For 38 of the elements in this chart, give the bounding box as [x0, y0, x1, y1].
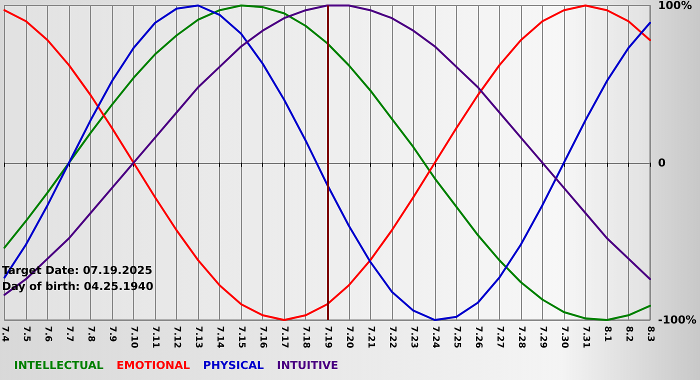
- x-tick-label: 7.5: [21, 326, 32, 342]
- x-tick-label: 7.16: [258, 326, 268, 348]
- x-tick-label: 7.26: [472, 326, 483, 348]
- x-tick-label: 7.13: [193, 326, 204, 348]
- x-tick-label: 7.8: [86, 326, 96, 342]
- y-tick-label: 0: [658, 156, 666, 170]
- x-tick-label: 7.9: [107, 326, 118, 342]
- x-tick-label: 7.14: [214, 326, 225, 348]
- x-tick-label: 7.23: [408, 326, 418, 348]
- x-tick-label: 7.12: [172, 326, 182, 348]
- x-tick-label: 7.22: [386, 326, 397, 348]
- text: INTUITIVE: [276, 359, 338, 372]
- x-tick-label: 7.11: [150, 326, 160, 348]
- x-tick-label: 7.20: [344, 326, 354, 348]
- x-tick-label: 7.28: [516, 326, 526, 348]
- x-tick-label: 7.6: [42, 326, 53, 342]
- x-tick-label: 7.10: [128, 326, 139, 348]
- x-tick-label: 7.31: [580, 326, 590, 348]
- y-tick-label: 100%: [658, 0, 692, 12]
- x-tick-label: 7.21: [365, 326, 376, 348]
- text: EMOTIONAL: [116, 359, 190, 372]
- x-tick-label: 8.3: [645, 326, 655, 342]
- y-tick-label: -100%: [658, 314, 697, 326]
- x-tick-label: 7.29: [537, 326, 548, 348]
- x-tick-label: 8.1: [602, 326, 612, 342]
- x-tick-label: 7.7: [64, 326, 74, 342]
- text: PHYSICAL: [203, 359, 264, 372]
- x-tick-label: 7.15: [236, 326, 246, 348]
- x-tick-label: 7.17: [279, 326, 290, 348]
- x-tick-label: 7.30: [558, 326, 569, 348]
- x-tick-label: 8.2: [623, 326, 634, 342]
- x-tick-label: 7.27: [494, 326, 504, 348]
- text: INTELLECTUAL: [14, 359, 104, 372]
- x-tick-label: 7.25: [451, 326, 462, 348]
- x-tick-label: 7.24: [430, 326, 440, 348]
- x-tick-label: 7.18: [300, 326, 311, 348]
- x-tick-label: 7.19: [322, 326, 332, 348]
- x-tick-label: 7.4: [0, 326, 10, 342]
